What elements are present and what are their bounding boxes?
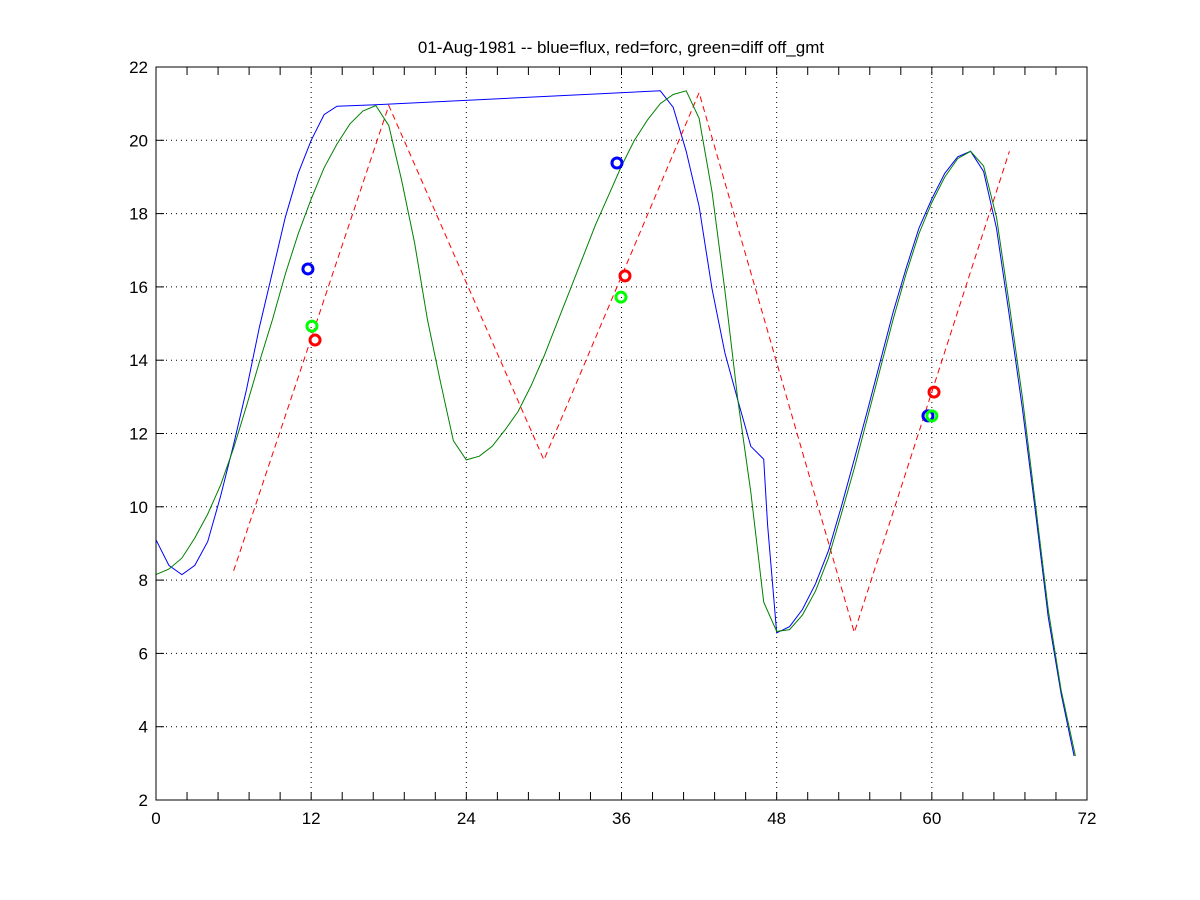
x-tick-label: 12 [302,809,321,828]
y-tick-label: 4 [139,718,148,737]
marker-flux [610,156,624,170]
y-tick-label: 20 [129,131,148,150]
x-tick-label: 24 [457,809,476,828]
y-tick-label: 22 [129,58,148,77]
marker-diff [925,409,939,423]
markers-layer [301,156,941,423]
y-tick-label: 8 [139,571,148,590]
x-tick-label: 36 [612,809,631,828]
y-tick-label: 12 [129,425,148,444]
x-tick-label: 0 [151,809,160,828]
y-tick-label: 6 [139,644,148,663]
y-tick-label: 2 [139,791,148,810]
y-tick-label: 10 [129,498,148,517]
y-tick-label: 16 [129,278,148,297]
marker-diff [305,319,319,333]
x-tick-label: 48 [767,809,786,828]
y-tick-label: 18 [129,205,148,224]
marker-flux [301,262,315,276]
marker-forc [308,333,322,347]
y-tick-label: 14 [129,351,148,370]
marker-forc [927,385,941,399]
x-tick-label: 72 [1078,809,1097,828]
marker-diff [614,290,628,304]
series-line-diff [155,90,1076,757]
marker-forc [618,269,632,283]
series-line-forc [233,91,1010,635]
series-layer [155,90,1076,757]
x-tick-label: 60 [922,809,941,828]
chart-title: 01-Aug-1981 -- blue=flux, red=forc, gree… [418,38,824,57]
